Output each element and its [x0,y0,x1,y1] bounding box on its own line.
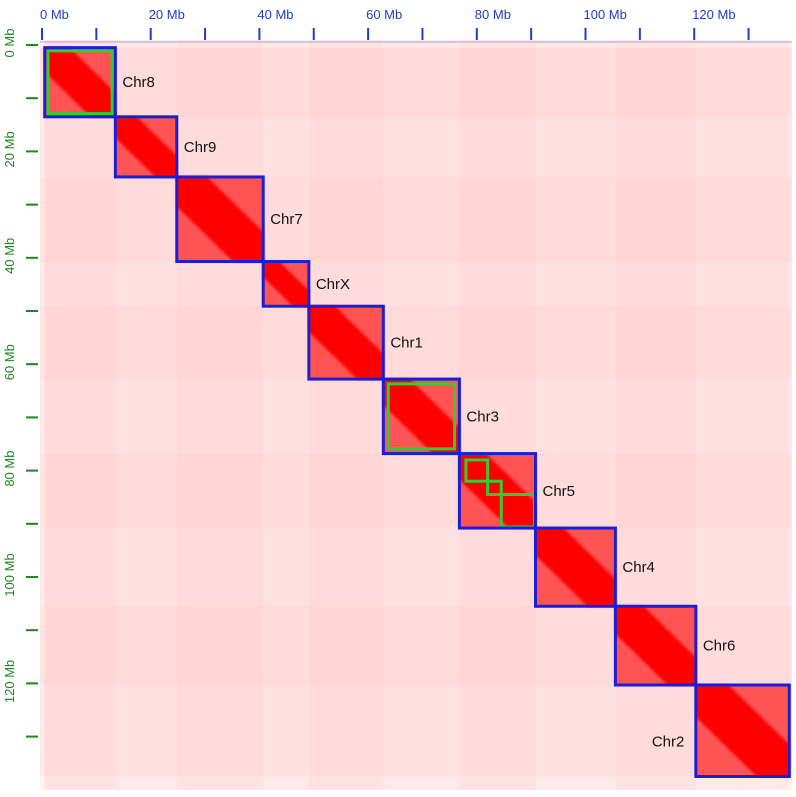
x-tick-label: 100 Mb [584,7,627,22]
y-tick-label: 60 Mb [2,344,17,380]
x-axis: 0 Mb 20 Mb 40 Mb 60 Mb 80 Mb 100 Mb 120 Mb [40,7,792,43]
contig-boxes [46,49,536,529]
chromosome-box-chr7 [175,175,265,264]
chromosome-label-chr8: Chr8 [122,74,155,91]
heat-diagonal-chr6 [615,606,696,685]
background-stripe-col [696,40,789,790]
contig-box [464,458,490,483]
heat-diagonal-chr3 [383,379,460,454]
background-stripe-col [176,40,264,790]
chromosome-label-chrx: ChrX [316,276,350,293]
chromosome-label-chr3: Chr3 [466,408,499,425]
chromosome-box-chr6 [613,604,698,687]
heat-diagonal-chr2 [695,684,790,777]
y-tick-label: 40 Mb [2,238,17,274]
chromosome-label-chr9: Chr9 [184,139,217,156]
background-stripe-row [40,306,792,380]
y-tick-label: 0 Mb [2,29,17,58]
background-stripe-row [40,47,792,117]
background-stripe-col [459,40,536,790]
x-tick-label: 60 Mb [366,7,402,22]
chromosome-label-chr1: Chr1 [390,335,423,352]
heat-diagonal-chr7 [176,176,264,262]
y-tick-label: 20 Mb [2,131,17,167]
chromosome-box-chr5 [457,452,537,530]
contig-box [386,382,457,451]
heat-diagonal-chr1 [308,306,384,380]
x-tick-label: 40 Mb [257,7,293,22]
contig-box [486,479,503,497]
background-stripe-row [40,176,792,262]
background-stripe-col [308,40,384,790]
chromosome-labels: Chr8 Chr9 Chr7 ChrX Chr1 Chr3 Chr5 Chr4 Chr6 Chr2 [122,74,735,751]
heatmap-blocks [44,47,790,777]
background-stripe-row [40,685,792,777]
chromosome-label-chr5: Chr5 [542,483,575,500]
y-axis: 0 Mb 20 Mb 40 Mb 60 Mb 80 Mb 100 Mb 120 Mb [2,29,38,738]
chromosome-boxes [43,46,791,778]
chromosome-box-chr9 [113,115,179,179]
heat-diagonal-chr8 [44,47,116,117]
y-tick-label: 100 Mb [2,553,17,596]
heat-diagonal-chr4 [535,528,616,607]
heat-diagonal-chr9 [115,116,177,177]
heat-diagonal-chrx [263,261,309,307]
chromosome-label-chr2: Chr2 [652,734,685,751]
chromosome-label-chr4: Chr4 [622,559,655,576]
chromosome-box-chr4 [533,526,617,608]
y-tick-label: 80 Mb [2,451,17,487]
x-tick-label: 0 Mb [40,7,69,22]
heat-diagonal-chr5 [459,453,536,529]
chromosome-box-chr3 [381,377,461,456]
background-stripe-row [40,453,792,529]
x-tick-label: 20 Mb [149,7,185,22]
background-stripe-col [44,40,116,790]
contig-box [46,49,114,116]
x-tick-label: 120 Mb [692,7,735,22]
chromosome-box-chr8 [43,46,117,119]
chromosome-box-chrx [261,260,311,308]
y-tick-label: 120 Mb [2,660,17,703]
chromosome-label-chr7: Chr7 [270,211,303,228]
chromosome-box-chr2 [694,683,791,778]
heatmap-background [40,40,792,790]
chromosome-box-chr1 [307,304,385,381]
x-tick-label: 80 Mb [475,7,511,22]
chromosome-label-chr6: Chr6 [703,638,736,655]
